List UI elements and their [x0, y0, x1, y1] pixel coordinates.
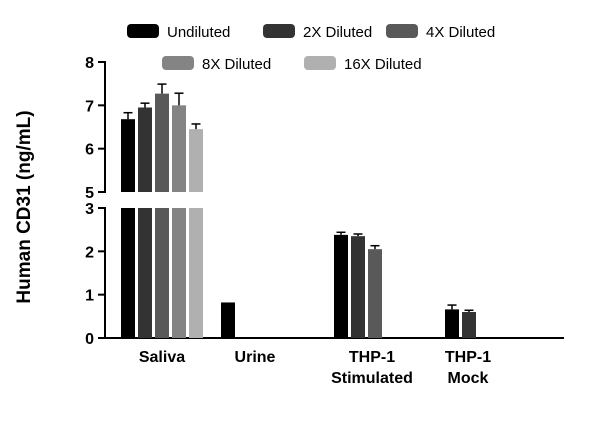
bar-saliva-4x-diluted-upper	[155, 93, 169, 192]
bar-thp-1-mock-undiluted	[445, 309, 459, 338]
bar-thp-1-stimulated-2x-diluted	[351, 236, 365, 338]
bar-saliva-undiluted-upper	[121, 119, 135, 192]
bar-saliva-undiluted-lower	[121, 208, 135, 338]
y-tick-label: 0	[85, 331, 94, 348]
y-tick-label: 7	[85, 98, 94, 115]
legend-label-8x-diluted: 8X Diluted	[202, 56, 271, 73]
legend-label-2x-diluted: 2X Diluted	[303, 24, 372, 41]
x-category-label-urine: Urine	[235, 349, 276, 366]
bar-saliva-4x-diluted-lower	[155, 208, 169, 338]
bar-thp-1-mock-2x-diluted	[462, 312, 476, 338]
bar-urine-undiluted	[221, 302, 235, 338]
y-axis-title: Human CD31 (ng/mL)	[14, 110, 35, 303]
y-tick-label: 3	[85, 201, 94, 218]
bar-saliva-16x-diluted-lower	[189, 208, 203, 338]
legend-swatch-undiluted	[127, 24, 159, 38]
x-category-label-thp-1-mock: Mock	[448, 370, 489, 387]
legend-label-4x-diluted: 4X Diluted	[426, 24, 495, 41]
legend-label-undiluted: Undiluted	[167, 24, 230, 41]
x-category-label-saliva: Saliva	[139, 349, 185, 366]
bar-saliva-8x-diluted-lower	[172, 208, 186, 338]
y-tick-label: 5	[85, 185, 94, 202]
bar-saliva-2x-diluted-upper	[138, 107, 152, 192]
legend-label-16x-diluted: 16X Diluted	[344, 56, 422, 73]
bar-thp-1-stimulated-4x-diluted	[368, 249, 382, 338]
bar-saliva-8x-diluted-upper	[172, 105, 186, 192]
y-tick-label: 2	[85, 244, 94, 261]
y-tick-label: 8	[85, 55, 94, 72]
x-category-label-thp-1-mock: THP-1	[445, 349, 491, 366]
x-category-label-thp-1-stimulated: THP-1	[349, 349, 395, 366]
y-tick-label: 1	[85, 288, 94, 305]
legend-swatch-16x-diluted	[304, 56, 336, 70]
bar-saliva-2x-diluted-lower	[138, 208, 152, 338]
legend-swatch-2x-diluted	[263, 24, 295, 38]
bar-saliva-16x-diluted-upper	[189, 129, 203, 192]
bar-thp-1-stimulated-undiluted	[334, 234, 348, 338]
y-tick-label: 6	[85, 142, 94, 159]
legend-swatch-8x-diluted	[162, 56, 194, 70]
legend-swatch-4x-diluted	[386, 24, 418, 38]
x-category-label-thp-1-stimulated: Stimulated	[331, 370, 413, 387]
